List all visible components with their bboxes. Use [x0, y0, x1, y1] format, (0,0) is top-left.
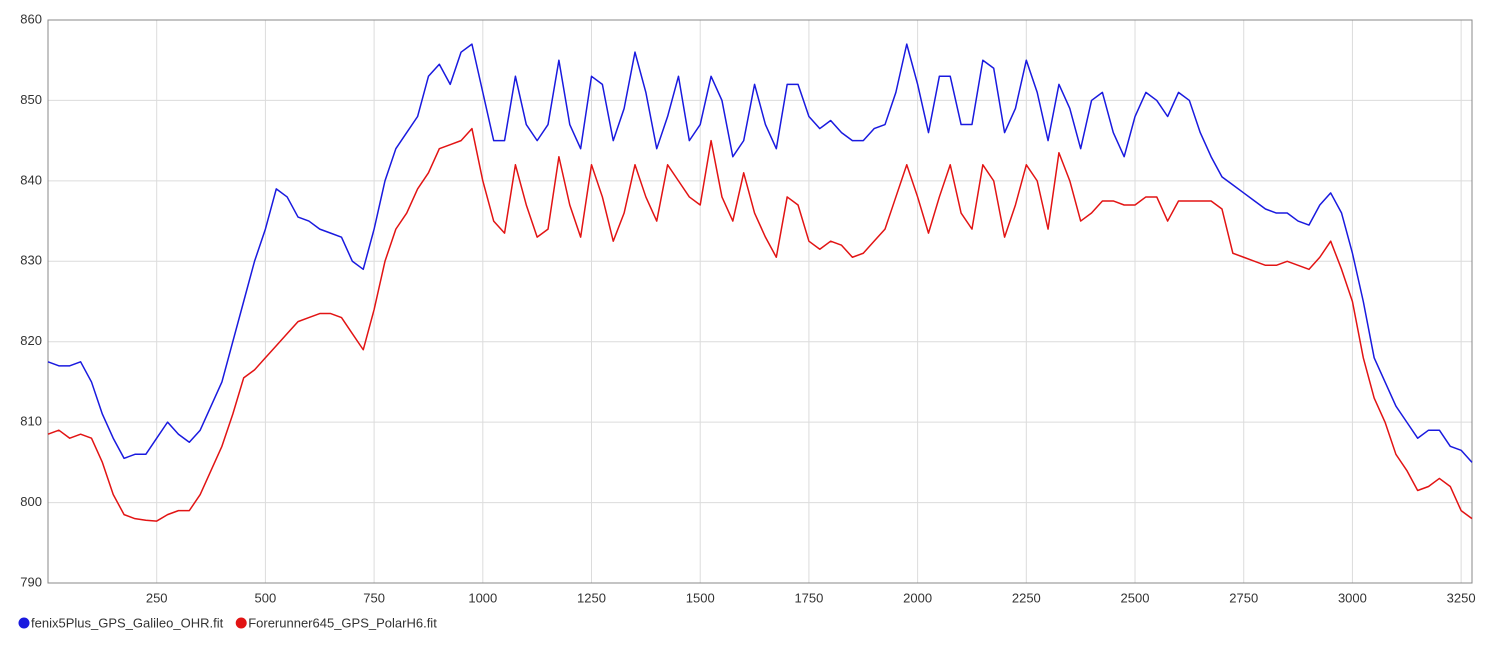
x-tick-label: 250 [146, 590, 168, 605]
legend-label: Forerunner645_GPS_PolarH6.fit [248, 615, 437, 630]
y-tick-label: 850 [20, 92, 42, 107]
line-series [47, 43, 1473, 463]
x-tick-label: 2250 [1012, 590, 1041, 605]
y-tick-label: 820 [20, 333, 42, 348]
y-tick-label: 790 [20, 574, 42, 589]
x-tick-label: 1750 [794, 590, 823, 605]
x-tick-label: 1000 [468, 590, 497, 605]
x-tick-label: 2750 [1229, 590, 1258, 605]
x-tick-label: 1500 [686, 590, 715, 605]
legend-marker [235, 617, 247, 629]
x-tick-label: 750 [363, 590, 385, 605]
x-tick-label: 2500 [1121, 590, 1150, 605]
y-tick-label: 840 [20, 172, 42, 187]
x-tick-label: 3250 [1447, 590, 1476, 605]
y-tick-label: 830 [20, 253, 42, 268]
x-tick-label: 3000 [1338, 590, 1367, 605]
line-series [47, 127, 1473, 522]
legend-label: fenix5Plus_GPS_Galileo_OHR.fit [31, 615, 224, 630]
x-tick-label: 500 [255, 590, 277, 605]
legend-marker [18, 617, 30, 629]
x-tick-label: 1250 [577, 590, 606, 605]
x-tick-label: 2000 [903, 590, 932, 605]
plot-frame [47, 19, 1473, 584]
y-tick-label: 800 [20, 494, 42, 509]
y-tick-label: 810 [20, 414, 42, 429]
y-tick-label: 860 [20, 11, 42, 26]
